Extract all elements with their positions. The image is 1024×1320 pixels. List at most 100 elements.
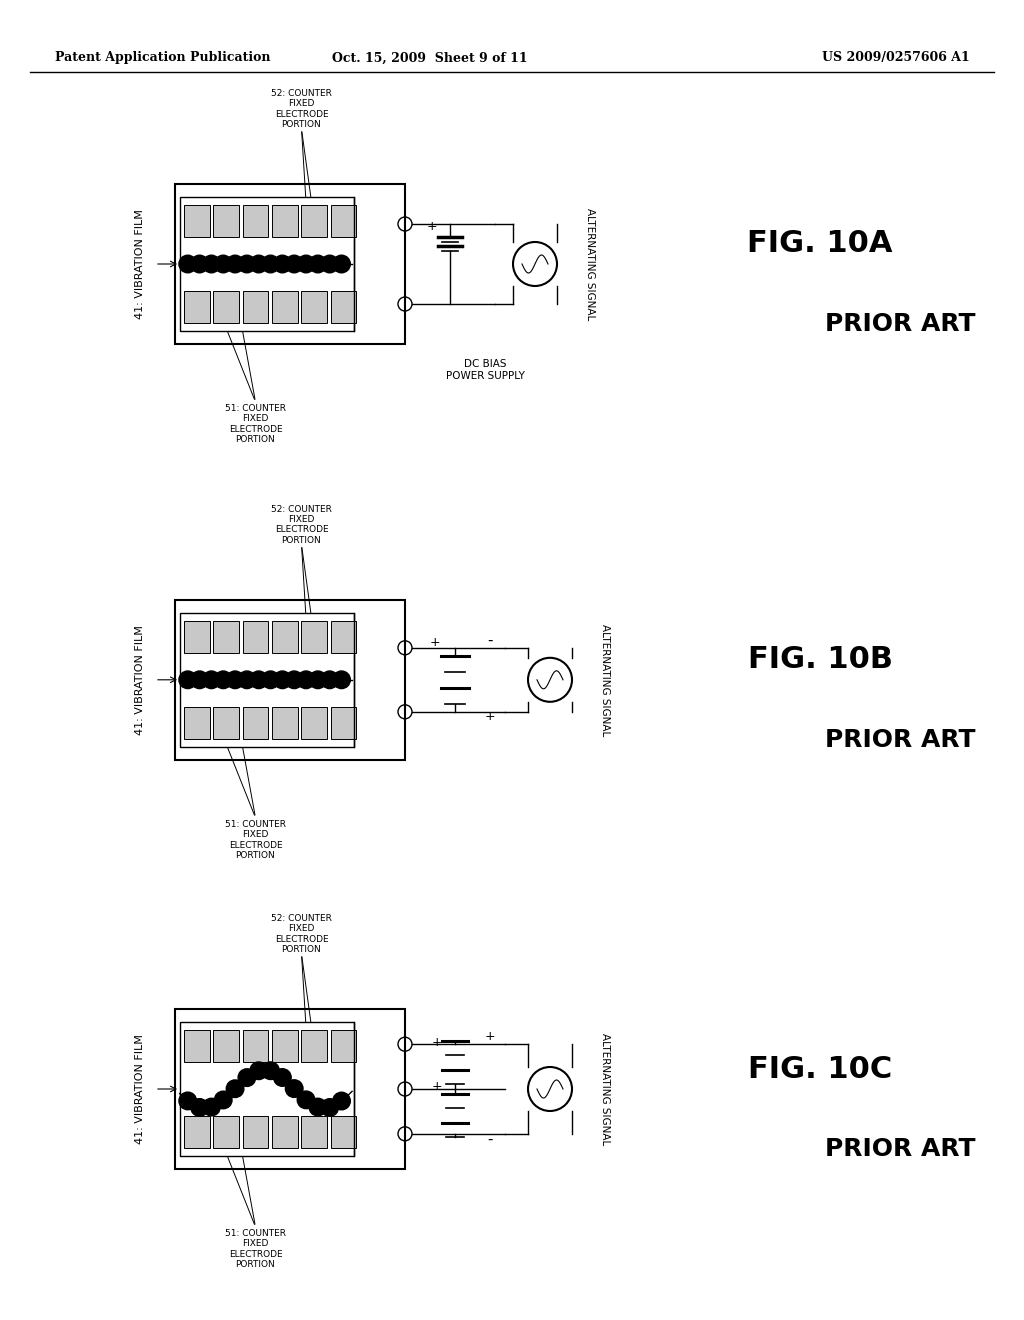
Bar bbox=[243, 620, 268, 652]
Bar bbox=[272, 292, 298, 323]
Bar bbox=[184, 620, 210, 652]
Text: ALTERNATING SIGNAL: ALTERNATING SIGNAL bbox=[585, 207, 595, 321]
Circle shape bbox=[273, 1069, 291, 1086]
Circle shape bbox=[297, 1092, 314, 1109]
Text: 52: COUNTER
FIXED
ELECTRODE
PORTION: 52: COUNTER FIXED ELECTRODE PORTION bbox=[271, 913, 332, 954]
Bar bbox=[184, 708, 210, 739]
Text: FIG. 10C: FIG. 10C bbox=[748, 1055, 892, 1084]
Bar bbox=[243, 1030, 268, 1061]
Text: PRIOR ART: PRIOR ART bbox=[824, 312, 975, 337]
Text: 51: COUNTER
FIXED
ELECTRODE
PORTION: 51: COUNTER FIXED ELECTRODE PORTION bbox=[225, 404, 286, 445]
Circle shape bbox=[190, 1098, 208, 1117]
Bar bbox=[184, 1117, 210, 1148]
Text: Oct. 15, 2009  Sheet 9 of 11: Oct. 15, 2009 Sheet 9 of 11 bbox=[332, 51, 527, 65]
Circle shape bbox=[203, 255, 220, 273]
Circle shape bbox=[286, 1080, 303, 1097]
Text: +: + bbox=[432, 1081, 442, 1093]
Text: 51: COUNTER
FIXED
ELECTRODE
PORTION: 51: COUNTER FIXED ELECTRODE PORTION bbox=[225, 820, 286, 861]
Circle shape bbox=[262, 671, 280, 689]
Bar bbox=[213, 1117, 239, 1148]
Bar bbox=[331, 1117, 356, 1148]
Circle shape bbox=[309, 255, 327, 273]
Bar bbox=[331, 1030, 356, 1061]
Circle shape bbox=[190, 255, 208, 273]
Bar bbox=[175, 183, 406, 345]
Text: 41: VIBRATION FILM: 41: VIBRATION FILM bbox=[135, 1034, 145, 1144]
Circle shape bbox=[214, 1092, 232, 1109]
Circle shape bbox=[226, 1080, 244, 1097]
Circle shape bbox=[333, 255, 350, 273]
Bar bbox=[272, 1030, 298, 1061]
Text: US 2009/0257606 A1: US 2009/0257606 A1 bbox=[822, 51, 970, 65]
Text: -: - bbox=[487, 632, 493, 647]
Text: -: - bbox=[487, 1131, 493, 1146]
Circle shape bbox=[239, 1069, 256, 1086]
Circle shape bbox=[273, 671, 291, 689]
Circle shape bbox=[250, 255, 267, 273]
Circle shape bbox=[190, 671, 208, 689]
Bar bbox=[331, 292, 356, 323]
Text: 51: COUNTER
FIXED
ELECTRODE
PORTION: 51: COUNTER FIXED ELECTRODE PORTION bbox=[225, 1229, 286, 1270]
Circle shape bbox=[239, 255, 256, 273]
Bar bbox=[243, 708, 268, 739]
Bar bbox=[243, 292, 268, 323]
Circle shape bbox=[321, 671, 339, 689]
Circle shape bbox=[250, 671, 267, 689]
Text: +: + bbox=[432, 1036, 442, 1048]
Bar bbox=[213, 205, 239, 236]
Text: Patent Application Publication: Patent Application Publication bbox=[55, 51, 270, 65]
Circle shape bbox=[297, 671, 314, 689]
Circle shape bbox=[250, 1061, 267, 1080]
Bar bbox=[179, 197, 354, 331]
Bar bbox=[301, 205, 327, 236]
Bar bbox=[175, 1008, 406, 1170]
Bar bbox=[213, 1030, 239, 1061]
Bar bbox=[184, 292, 210, 323]
Bar bbox=[331, 708, 356, 739]
Text: +: + bbox=[430, 636, 440, 649]
Bar bbox=[213, 708, 239, 739]
Circle shape bbox=[321, 1098, 339, 1117]
Text: 41: VIBRATION FILM: 41: VIBRATION FILM bbox=[135, 209, 145, 319]
Text: 52: COUNTER
FIXED
ELECTRODE
PORTION: 52: COUNTER FIXED ELECTRODE PORTION bbox=[271, 88, 332, 129]
Circle shape bbox=[226, 671, 244, 689]
Bar bbox=[179, 1022, 354, 1156]
Bar bbox=[243, 1117, 268, 1148]
Bar bbox=[301, 1030, 327, 1061]
Text: +: + bbox=[484, 710, 496, 723]
Circle shape bbox=[309, 671, 327, 689]
Bar bbox=[301, 708, 327, 739]
Bar bbox=[175, 599, 406, 760]
Bar bbox=[272, 1117, 298, 1148]
Circle shape bbox=[179, 671, 197, 689]
Circle shape bbox=[203, 1098, 220, 1115]
Bar bbox=[272, 620, 298, 652]
Bar bbox=[301, 620, 327, 652]
Text: PRIOR ART: PRIOR ART bbox=[824, 1137, 975, 1162]
Circle shape bbox=[179, 1092, 197, 1110]
Text: DC BIAS
POWER SUPPLY: DC BIAS POWER SUPPLY bbox=[445, 359, 524, 380]
Text: +: + bbox=[484, 1030, 496, 1043]
Circle shape bbox=[333, 671, 350, 689]
Text: 41: VIBRATION FILM: 41: VIBRATION FILM bbox=[135, 624, 145, 735]
Bar bbox=[272, 708, 298, 739]
Text: +: + bbox=[427, 220, 437, 234]
Bar bbox=[213, 292, 239, 323]
Circle shape bbox=[214, 255, 232, 273]
Bar bbox=[301, 1117, 327, 1148]
Circle shape bbox=[286, 255, 303, 273]
Circle shape bbox=[262, 255, 280, 273]
Bar bbox=[243, 205, 268, 236]
Bar bbox=[213, 620, 239, 652]
Bar bbox=[331, 205, 356, 236]
Circle shape bbox=[179, 255, 197, 273]
Circle shape bbox=[262, 1061, 280, 1080]
Circle shape bbox=[203, 671, 220, 689]
Circle shape bbox=[297, 255, 314, 273]
Circle shape bbox=[333, 1092, 350, 1110]
Circle shape bbox=[226, 255, 244, 273]
Text: ALTERNATING SIGNAL: ALTERNATING SIGNAL bbox=[600, 1032, 610, 1146]
Bar bbox=[179, 612, 354, 747]
Text: ALTERNATING SIGNAL: ALTERNATING SIGNAL bbox=[600, 623, 610, 737]
Circle shape bbox=[309, 1098, 327, 1115]
